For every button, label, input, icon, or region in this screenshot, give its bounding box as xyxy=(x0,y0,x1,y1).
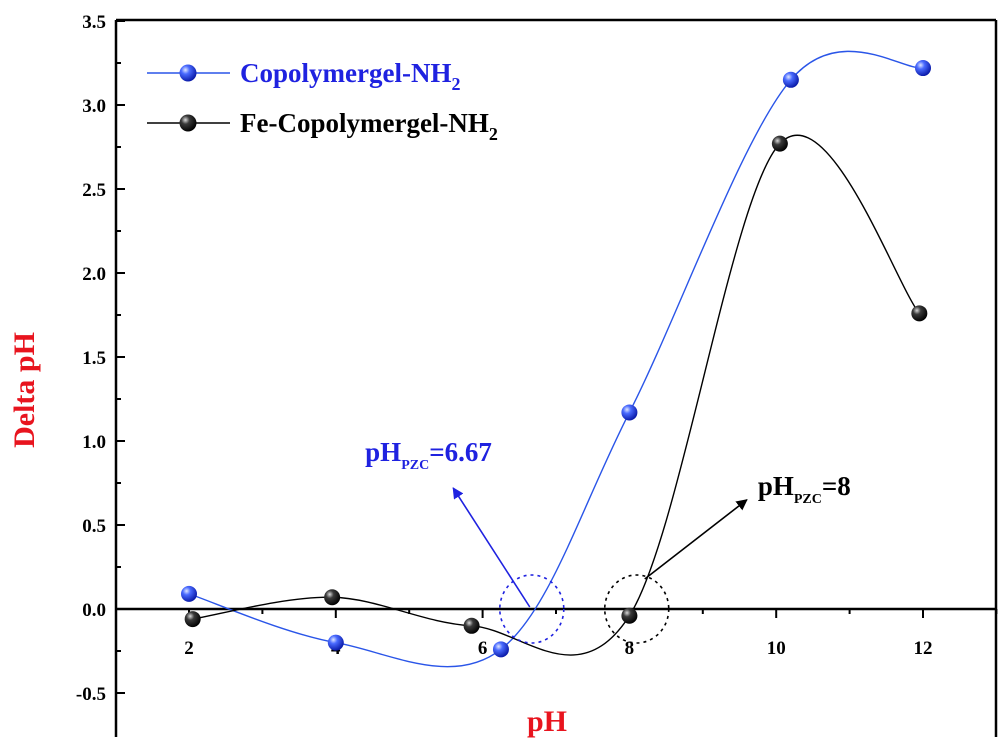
data-point-series-2 xyxy=(621,607,638,624)
y-tick-label: 0.5 xyxy=(82,516,106,537)
series-line-2 xyxy=(192,134,920,656)
data-point-series-1 xyxy=(621,404,638,421)
legend-marker-1 xyxy=(179,64,197,82)
x-tick-label: 12 xyxy=(914,638,933,659)
series-points xyxy=(181,60,931,658)
y-tick-label: 1.5 xyxy=(82,348,106,369)
data-point-series-2 xyxy=(911,305,928,322)
pzc-label: pHPZC=8 xyxy=(758,471,851,507)
data-point-series-1 xyxy=(181,585,197,602)
data-point-series-2 xyxy=(324,589,341,606)
pzc-arrow xyxy=(644,499,748,580)
data-point-series-1 xyxy=(915,60,931,77)
data-point-series-2 xyxy=(184,611,201,628)
x-tick-label: 6 xyxy=(478,638,488,659)
y-tick-label: 2.5 xyxy=(82,180,106,201)
data-point-series-1 xyxy=(492,641,509,658)
legend-marker-2 xyxy=(179,114,197,132)
y-tick-label: 1.0 xyxy=(82,432,106,453)
series-line-1 xyxy=(188,50,924,668)
legend-label-2: Fe-Copolymergel-NH2 xyxy=(240,108,498,144)
data-point-series-1 xyxy=(782,71,799,88)
pzc-circle xyxy=(498,574,565,644)
pzc-arrow xyxy=(452,487,531,608)
legend-label-1: Copolymergel-NH2 xyxy=(240,58,460,94)
legend: Copolymergel-NH2 Fe-Copolymergel-NH2 xyxy=(147,58,498,144)
annotations: pHPZC=6.67 pHPZC=8 xyxy=(365,437,851,644)
pzc-label: pHPZC=6.67 xyxy=(365,437,492,473)
pzc-circle xyxy=(603,574,670,644)
axes: -0.50.00.51.01.52.02.53.03.524681012 xyxy=(76,12,998,737)
y-tick-label: 2.0 xyxy=(82,264,106,285)
y-tick-label: 3.5 xyxy=(82,12,106,33)
data-point-series-1 xyxy=(327,634,344,651)
data-point-series-2 xyxy=(463,617,480,634)
y-tick-label: 3.0 xyxy=(82,96,106,117)
y-axis-title: Delta pH xyxy=(8,332,41,448)
data-point-series-2 xyxy=(771,135,788,152)
y-tick-label: -0.5 xyxy=(76,684,106,705)
x-tick-label: 10 xyxy=(767,638,786,659)
x-axis-title: pH xyxy=(527,705,567,738)
y-tick-label: 0.0 xyxy=(82,600,106,621)
x-tick-label: 2 xyxy=(184,638,194,659)
x-tick-label: 8 xyxy=(625,638,635,659)
series-curves xyxy=(188,50,924,668)
